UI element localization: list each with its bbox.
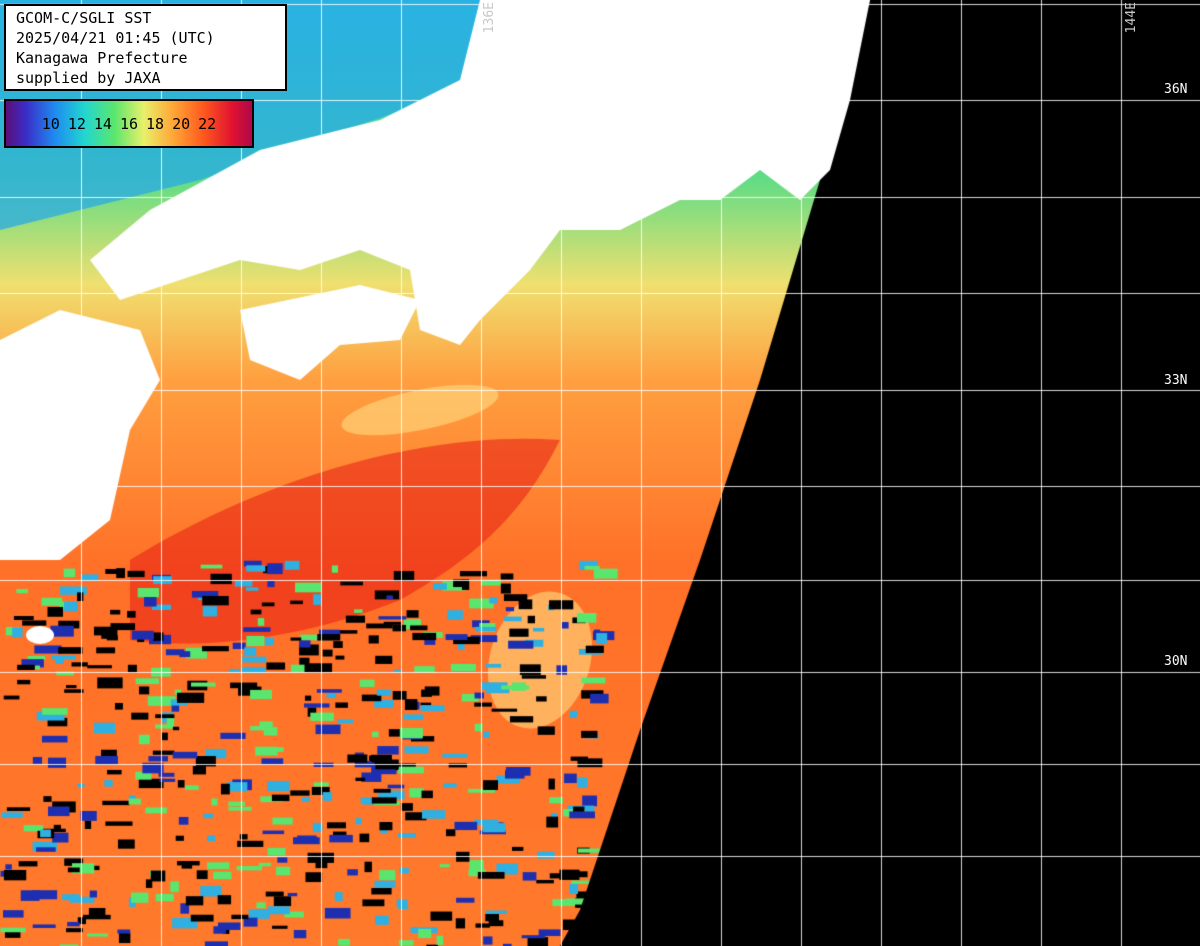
legend-tick: 18	[146, 115, 164, 133]
product-title: GCOM-C/SGLI SST	[16, 8, 275, 28]
lat-label-30n: 30N	[1164, 654, 1187, 669]
lon-label-136e: 136E	[482, 2, 497, 33]
observation-time: 2025/04/21 01:45 (UTC)	[16, 28, 275, 48]
info-box: GCOM-C/SGLI SST 2025/04/21 01:45 (UTC) K…	[4, 4, 287, 91]
lat-label-36n: 36N	[1164, 82, 1187, 97]
legend-tick: 22	[198, 115, 216, 133]
legend-tick: 12	[68, 115, 86, 133]
legend-tick: 10	[42, 115, 60, 133]
legend-tick: 20	[172, 115, 190, 133]
lat-label-33n: 33N	[1164, 373, 1187, 388]
color-legend: 10 12 14 16 18 20 22	[4, 99, 254, 148]
credit-label: supplied by JAXA	[16, 68, 275, 88]
legend-tick: 16	[120, 115, 138, 133]
region-label: Kanagawa Prefecture	[16, 48, 275, 68]
legend-tick: 14	[94, 115, 112, 133]
lon-label-144e: 144E	[1124, 2, 1139, 33]
